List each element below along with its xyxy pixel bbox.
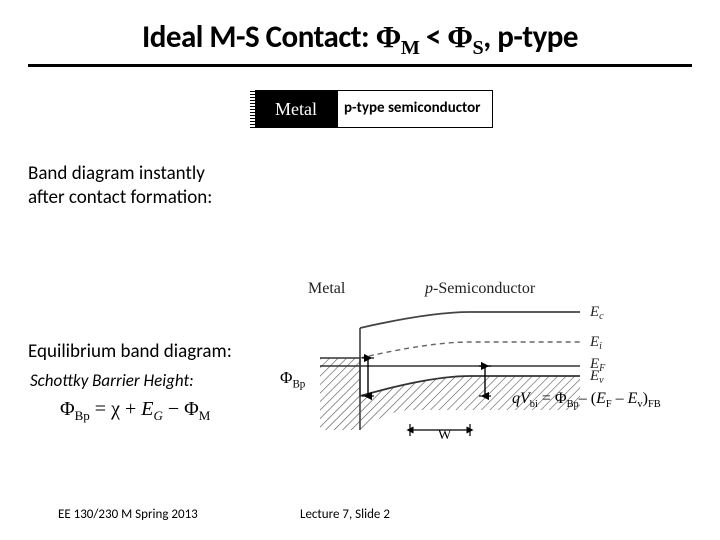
ei-label: Ei — [589, 334, 602, 352]
q-eq: = — [538, 390, 555, 407]
band-instant-l1: Band diagram instantly — [28, 162, 205, 185]
q-bp: Bp — [567, 399, 579, 410]
q-ef: E — [596, 390, 606, 407]
qvbi-formula: qVbi = ΦBp– (EF – Ev)FB — [512, 390, 661, 410]
metal-block-label: Metal — [275, 99, 317, 120]
footer-left: EE 130/230 M Spring 2013 — [58, 507, 198, 522]
f-phi: Φ — [60, 398, 75, 420]
title-prefix: Ideal M-S Contact: — [142, 18, 376, 56]
f-eg: E — [141, 398, 153, 420]
phi-m-sym: Φ — [376, 19, 401, 54]
slide-title: Ideal M-S Contact: ΦM < ΦS, p-type — [28, 18, 692, 60]
q-minus: – ( — [579, 390, 596, 407]
title-lt: < — [419, 18, 447, 56]
ec-label: Ec — [589, 304, 604, 322]
contact-blocks: Metal p-type semiconductor — [255, 90, 493, 128]
band-instant-label: Band diagram instantly after contact for… — [28, 162, 212, 210]
q-V: V — [520, 390, 530, 407]
f-eq: = χ + — [90, 398, 141, 420]
ec-curve — [360, 312, 580, 328]
title-rule — [28, 64, 692, 67]
f-minus: − — [163, 398, 184, 420]
f-phim-sub: M — [199, 408, 211, 423]
q-phi: Φ — [555, 390, 567, 407]
q-q: q — [512, 390, 520, 407]
phi-s-sym: Φ — [447, 19, 472, 54]
diagram-p: p — [425, 280, 433, 297]
diagram-metal-label: Metal — [308, 280, 345, 298]
phi-m-sub: M — [401, 37, 420, 59]
metal-block: Metal — [255, 90, 337, 128]
band-diagram: Metal p-Semiconductor — [280, 280, 690, 480]
schottky-formula: ΦBp = χ + EG − ΦM — [60, 398, 210, 424]
phibp-sym: Φ — [280, 368, 292, 387]
metal-hatch — [320, 358, 360, 430]
w-label: W — [438, 428, 451, 444]
footer-center: Lecture 7, Slide 2 — [300, 507, 390, 522]
q-m2: – — [612, 390, 628, 407]
f-phim: Φ — [184, 398, 199, 420]
diagram-semirest: -Semiconductor — [433, 280, 535, 297]
band-diagram-svg: Ec Ei EF Ev — [280, 280, 690, 480]
q-bi: bi — [530, 399, 538, 410]
semiconductor-block-label: p-type semiconductor — [344, 101, 481, 117]
f-eg-sub: G — [153, 408, 162, 423]
title-suffix: , p-type — [483, 18, 578, 56]
equilibrium-label: Equilibrium band diagram: — [28, 340, 232, 363]
phibp-text: ΦBp — [280, 368, 305, 390]
semiconductor-block: p-type semiconductor — [337, 90, 493, 128]
phibp-sub: Bp — [292, 378, 305, 390]
ei-curve — [360, 342, 580, 358]
band-instant-l2: after contact formation: — [28, 186, 212, 209]
diagram-psemi-label: p-Semiconductor — [425, 280, 535, 298]
q-fb: FB — [648, 399, 661, 410]
phi-s-sub: S — [473, 37, 484, 59]
schottky-label: Schottky Barrier Height: — [30, 370, 194, 391]
q-ev: E — [628, 390, 638, 407]
f-bp: Bp — [75, 408, 90, 423]
